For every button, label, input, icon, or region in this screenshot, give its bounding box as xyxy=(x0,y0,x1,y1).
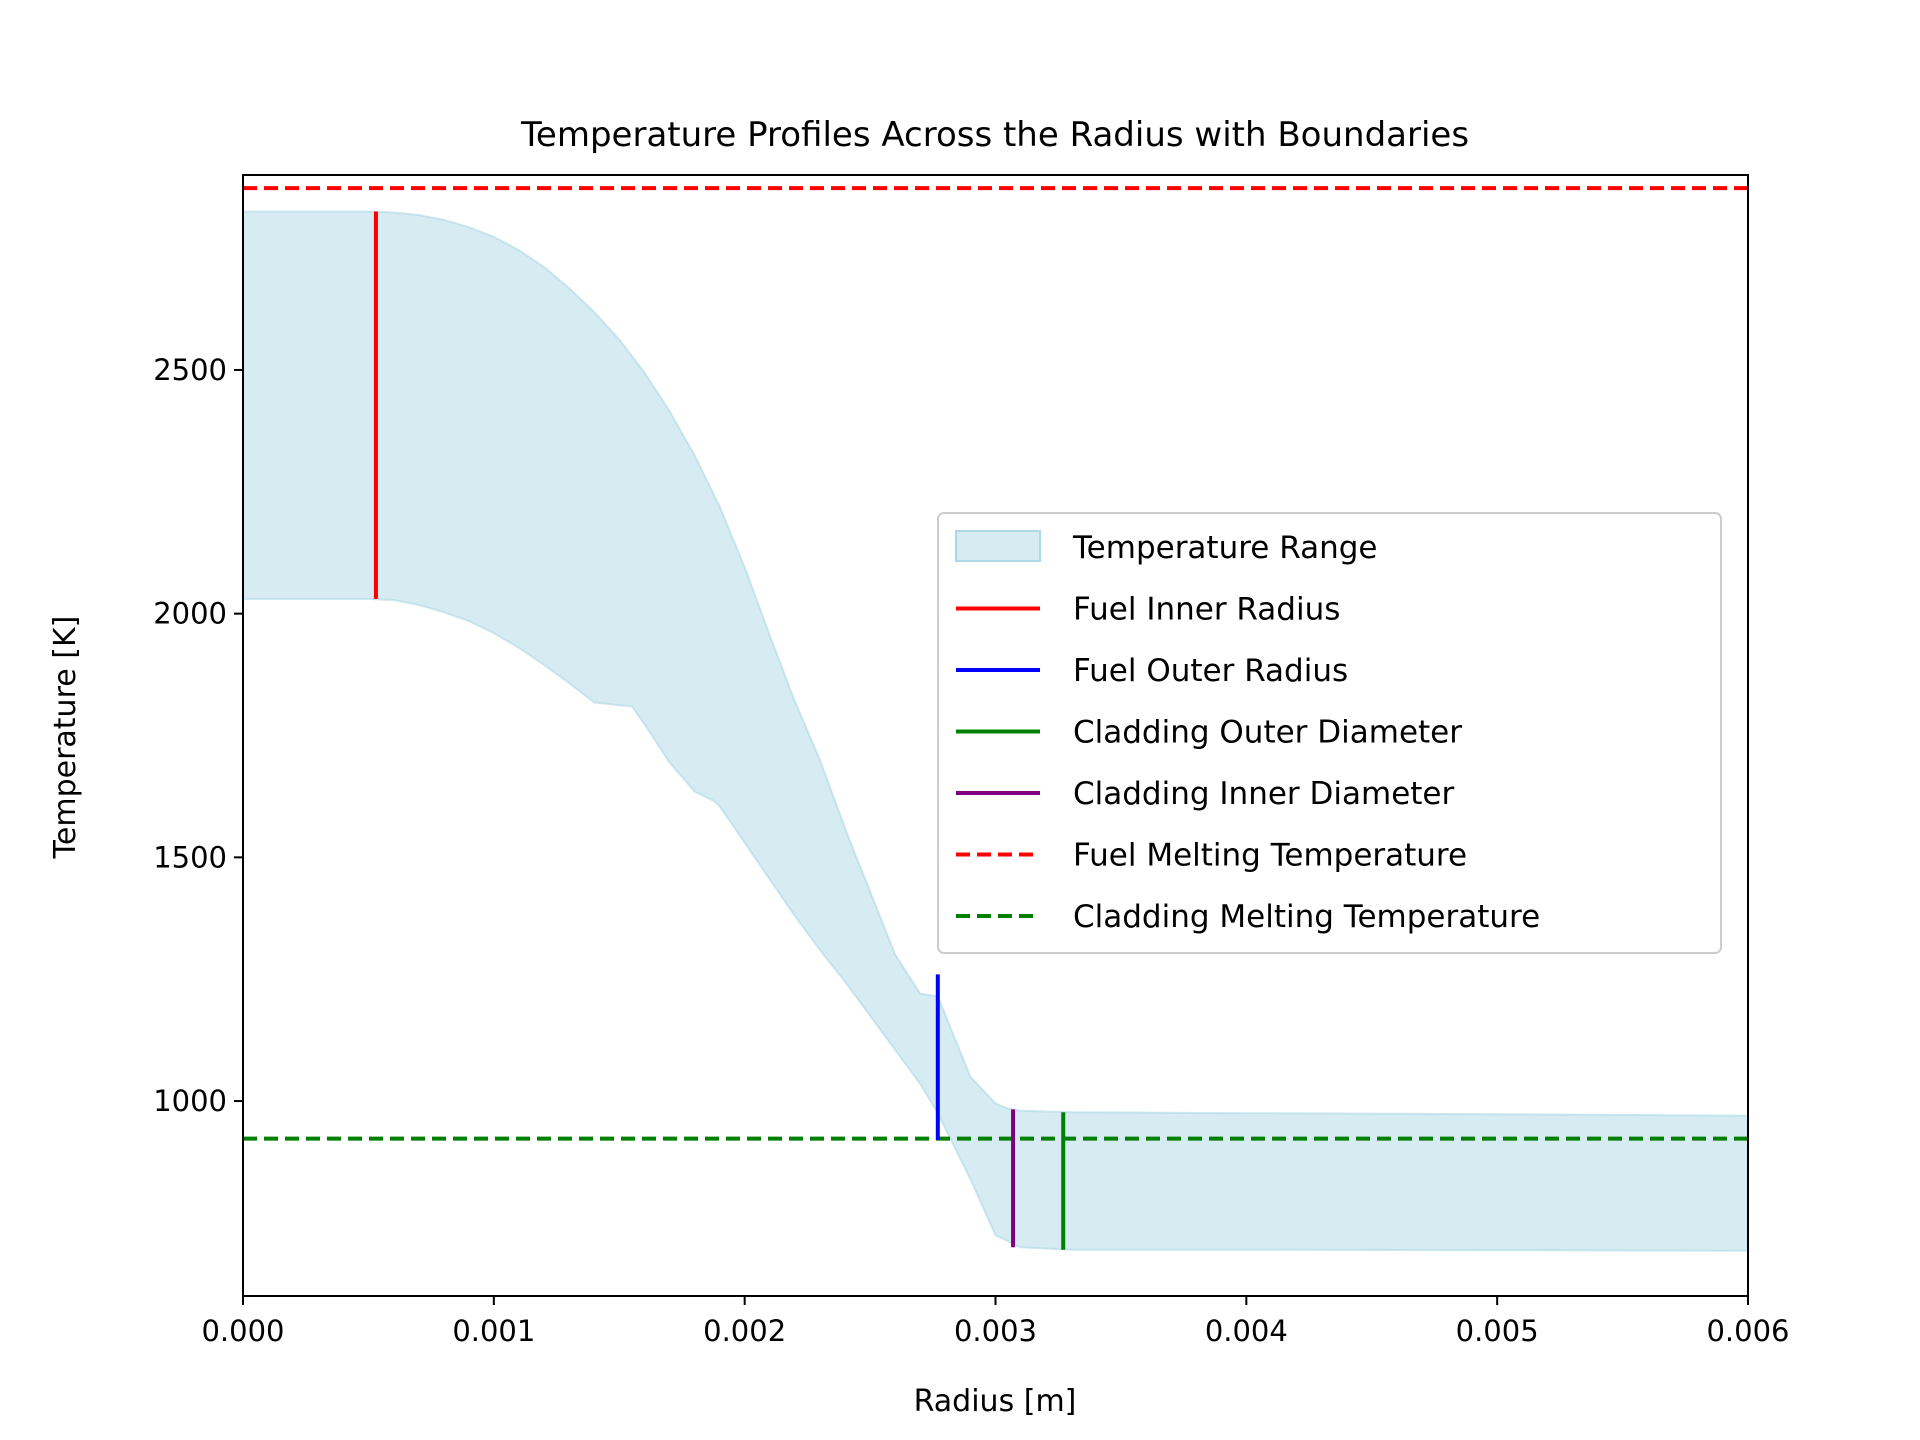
legend-label-3: Cladding Outer Diameter xyxy=(1073,715,1462,751)
legend-label-5: Fuel Melting Temperature xyxy=(1073,838,1467,874)
x-tick-label-5: 0.005 xyxy=(1456,1314,1539,1348)
y-axis-label: Temperature [K] xyxy=(48,616,83,860)
y-tick-label-3: 2500 xyxy=(153,353,227,387)
x-tick-label-6: 0.006 xyxy=(1706,1314,1789,1348)
y-tick-label-1: 1500 xyxy=(153,840,227,874)
x-tick-label-1: 0.001 xyxy=(452,1314,535,1348)
legend-label-4: Cladding Inner Diameter xyxy=(1073,776,1454,812)
legend-label-0: Temperature Range xyxy=(1072,530,1377,566)
legend: Temperature Range Fuel Inner Radius Fuel O… xyxy=(937,512,1722,954)
y-tick-label-2: 2000 xyxy=(153,597,227,631)
y-axis: 1000 1500 2000 2500 xyxy=(153,353,243,1118)
chart-title: Temperature Profiles Across the Radius w… xyxy=(520,115,1469,155)
x-tick-label-3: 0.003 xyxy=(954,1314,1037,1348)
y-tick-label-0: 1000 xyxy=(153,1084,227,1118)
legend-label-2: Fuel Outer Radius xyxy=(1073,653,1348,689)
x-tick-label-0: 0.000 xyxy=(201,1314,284,1348)
x-tick-label-2: 0.002 xyxy=(703,1314,786,1348)
legend-label-1: Fuel Inner Radius xyxy=(1073,592,1340,628)
x-tick-label-4: 0.004 xyxy=(1205,1314,1288,1348)
legend-box xyxy=(937,512,1722,954)
legend-swatch-0 xyxy=(955,530,1041,562)
x-axis: 0.000 0.001 0.002 0.003 0.004 0.005 0.006 xyxy=(201,1296,1790,1348)
x-axis-label: Radius [m] xyxy=(914,1384,1077,1419)
legend-label-6: Cladding Melting Temperature xyxy=(1073,899,1540,935)
